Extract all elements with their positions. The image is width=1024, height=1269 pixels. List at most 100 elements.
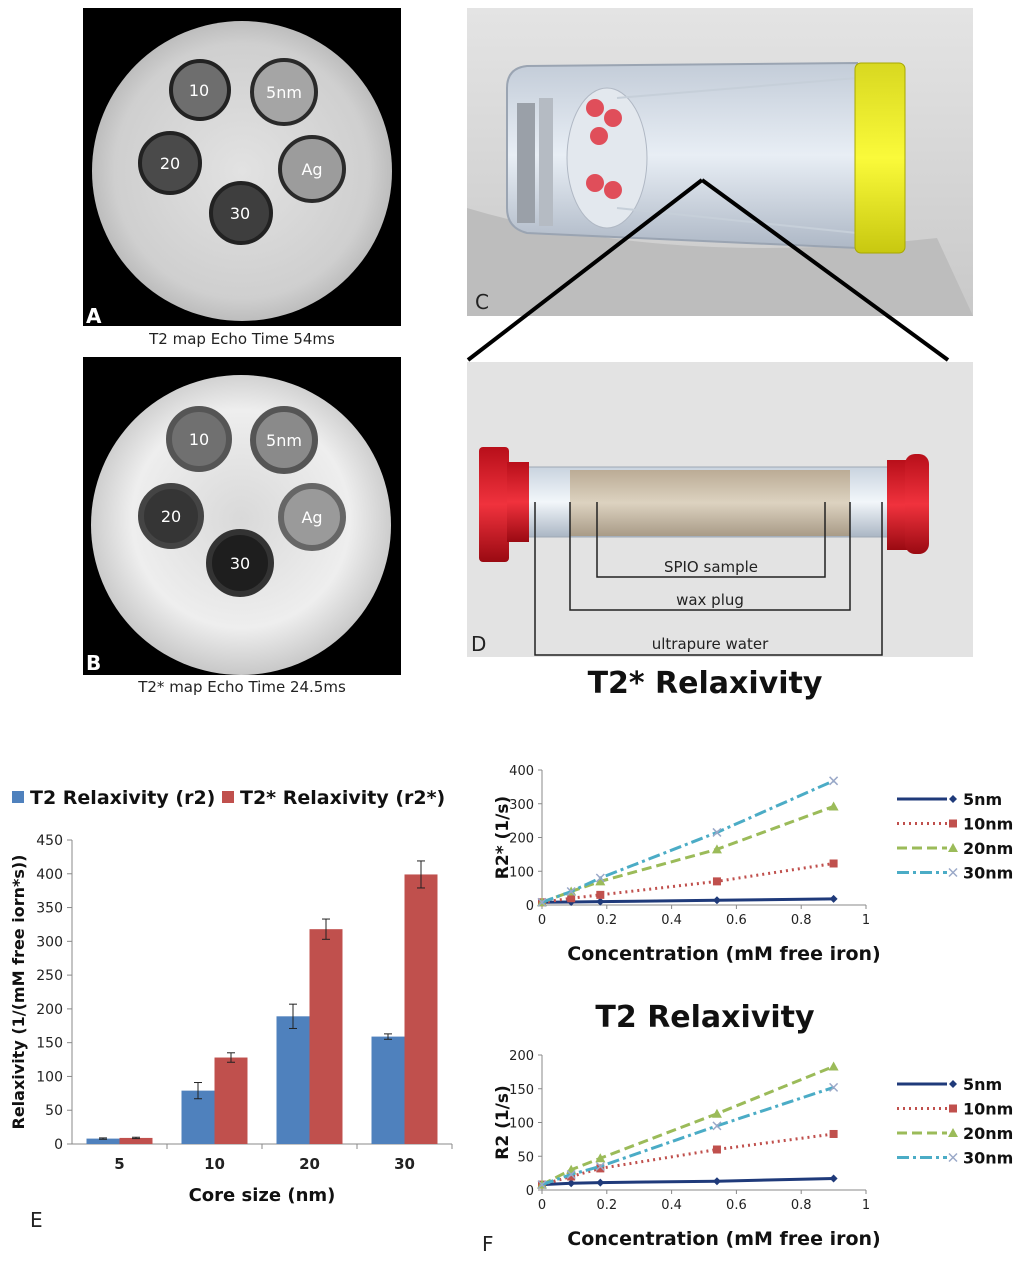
well-label-ag: Ag	[301, 160, 322, 179]
series-line-30nm	[541, 779, 835, 904]
point-10nm	[712, 1145, 721, 1154]
point-20nm	[828, 1061, 839, 1071]
x-tick-label: 0.8	[791, 1198, 812, 1213]
point-30nm	[566, 886, 576, 897]
legend-label-20nm: 20nm	[963, 1124, 1013, 1143]
series-line-20nm	[541, 805, 835, 904]
point-5nm	[829, 894, 838, 903]
x-tick-label: 0.6	[726, 1198, 747, 1213]
legend-swatch-r2	[12, 791, 24, 803]
point-20nm	[595, 876, 606, 886]
x-tick-label: 0	[538, 913, 546, 928]
t2star-chart-title: T2* Relaxivity	[587, 666, 823, 701]
bar-r2	[181, 1090, 215, 1144]
x-tick-label: 0.2	[596, 913, 617, 928]
label-ultrapure-water: ultrapure water	[652, 635, 769, 653]
bar-r2star	[404, 874, 438, 1144]
point-30nm	[537, 897, 547, 907]
x-tick-label: 1	[862, 913, 870, 928]
y-axis-title: R2* (1/s)	[493, 796, 513, 879]
well-label-10: 10	[189, 81, 209, 100]
point-20nm	[711, 1108, 722, 1118]
panel-b-mri-image: 10 5nm 20 Ag 30 B	[83, 357, 401, 675]
point-30nm	[566, 1169, 576, 1180]
panel-a-caption: T2 map Echo Time 54ms	[149, 330, 335, 348]
relaxivity-bar-chart: 0 50 100 150 200 250 300 350 400 450 5 10 20 30 T2 Rel…	[9, 787, 453, 1206]
y-axis-title: R2 (1/s)	[493, 1085, 513, 1160]
series-line-10nm	[541, 862, 834, 904]
y-tick-label: 350	[36, 901, 63, 917]
panel-b-phantom: 10 5nm 20 Ag 30	[91, 375, 391, 675]
series-line-20nm	[541, 1065, 835, 1186]
panel-d-letter: D	[471, 632, 487, 656]
well-label-20: 20	[160, 154, 180, 173]
y-tick-label: 300	[509, 798, 534, 813]
y-tick-label: 400	[36, 867, 63, 883]
legend-marker-5nm	[949, 795, 957, 803]
y-tick-label: 200	[36, 1002, 63, 1018]
y-tick-label: 450	[36, 833, 63, 849]
legend-marker-30nm	[948, 1152, 958, 1163]
legend-marker-30nm	[948, 867, 958, 878]
x-tick-label: 20	[299, 1155, 320, 1173]
y-tick-label: 200	[509, 832, 534, 847]
series-line-10nm	[541, 1132, 834, 1187]
x-tick-label: 0.2	[596, 1198, 617, 1213]
point-5nm	[567, 1179, 576, 1188]
bar-r2	[86, 1138, 120, 1144]
legend-marker-5nm	[949, 1080, 957, 1088]
legend-label-5nm: 5nm	[963, 1075, 1002, 1094]
x-tick-label: 0.6	[726, 913, 747, 928]
y-tick-label: 0	[54, 1137, 63, 1153]
point-5nm	[712, 896, 721, 905]
y-tick-label: 100	[509, 1117, 534, 1132]
well-label-20: 20	[161, 507, 181, 526]
x-tick-label: 10	[204, 1155, 225, 1173]
panel-a-mri-image: 10 5nm 20 Ag 30 A	[83, 8, 401, 328]
label-wax-plug: wax plug	[676, 591, 744, 609]
point-30nm	[595, 873, 605, 883]
y-tick-label: 150	[509, 1083, 534, 1098]
panel-a-phantom: 10 5nm 20 Ag 30	[92, 21, 392, 321]
y-tick-label: 100	[509, 865, 534, 880]
x-tick-label: 30	[394, 1155, 415, 1173]
legend-label-10nm: 10nm	[963, 815, 1013, 834]
zoom-connector	[466, 178, 950, 362]
point-30nm	[829, 776, 839, 786]
point-20nm	[595, 1153, 606, 1163]
point-10nm	[712, 877, 721, 886]
point-10nm	[567, 894, 576, 903]
point-30nm	[537, 1180, 547, 1190]
panel-c-render: C	[467, 8, 973, 316]
point-20nm	[711, 844, 722, 854]
x-tick-label: 0.4	[661, 1198, 682, 1213]
legend-marker-10nm	[949, 819, 957, 828]
bar-r2star	[119, 1137, 153, 1144]
well-label-10: 10	[189, 430, 209, 449]
panel-e-letter: E	[30, 1208, 43, 1232]
point-30nm	[829, 1082, 839, 1092]
r2star-line-chart: 0 100 200 300 400 0 0.2 0.4 0.6 0.8 1 5nm 10nm 20nm 30…	[493, 764, 1013, 965]
point-30nm	[712, 1121, 722, 1131]
point-5nm	[596, 897, 605, 906]
y-tick-label: 0	[526, 899, 534, 914]
label-spio-sample: SPIO sample	[664, 558, 758, 576]
point-5nm	[596, 1178, 605, 1187]
panel-c-letter: C	[475, 290, 489, 314]
well-label-5nm: 5nm	[266, 431, 302, 450]
legend-label-r2: T2 Relaxivity (r2)	[30, 787, 215, 809]
point-5nm	[829, 1174, 838, 1183]
point-10nm	[829, 1129, 838, 1138]
x-tick-label: 5	[114, 1155, 124, 1173]
legend-swatch-r2star	[222, 791, 234, 803]
point-10nm	[829, 859, 838, 868]
series-line-30nm	[541, 1085, 835, 1187]
point-30nm	[595, 1161, 605, 1171]
series-line-5nm	[541, 897, 834, 904]
panel-f-letter: F	[482, 1232, 494, 1256]
y-tick-label: 250	[36, 968, 63, 984]
x-tick-label: 1	[862, 1198, 870, 1213]
point-20nm	[828, 801, 839, 811]
x-tick-label: 0	[538, 1198, 546, 1213]
x-tick-label: 0.8	[791, 913, 812, 928]
